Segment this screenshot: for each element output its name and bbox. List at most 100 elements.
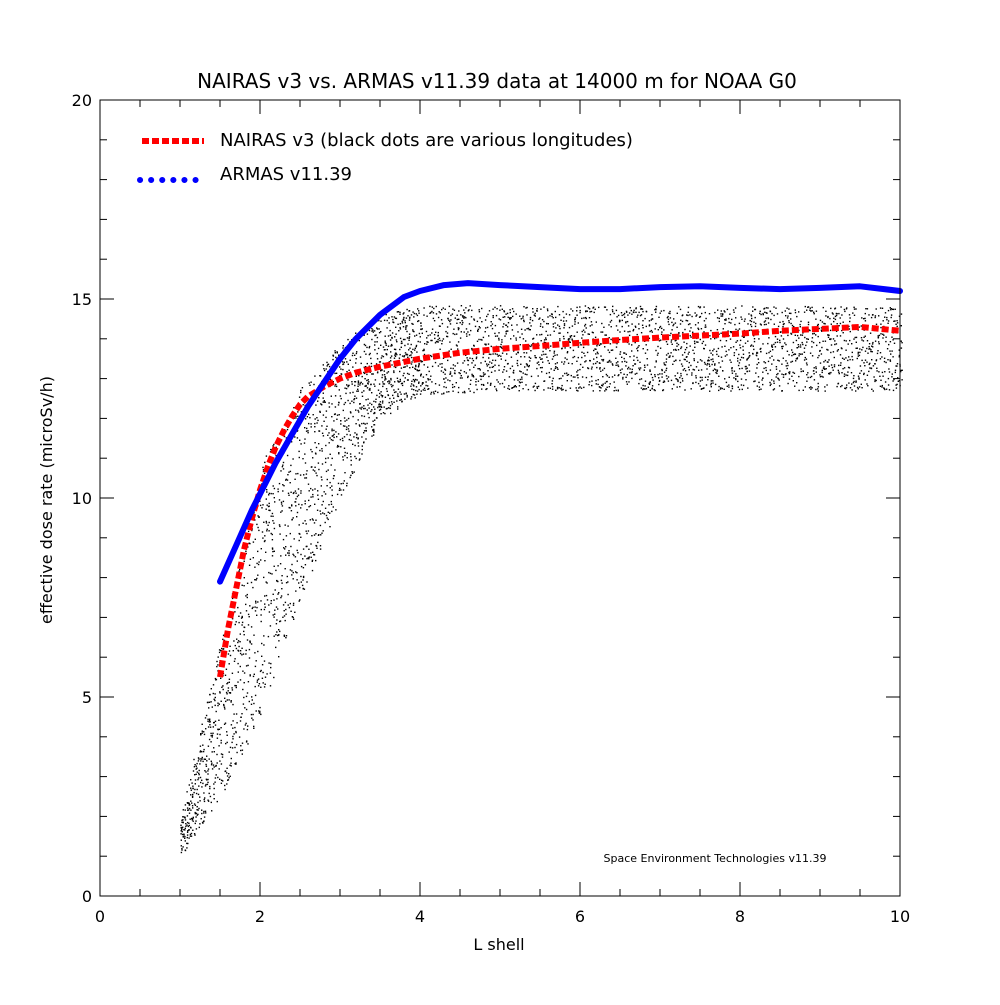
longitude-point <box>458 327 460 329</box>
longitude-point <box>427 341 429 343</box>
longitude-point <box>195 773 197 775</box>
longitude-point <box>350 459 352 462</box>
longitude-point <box>202 782 204 785</box>
longitude-point <box>218 651 221 654</box>
longitude-point <box>465 328 468 330</box>
longitude-point <box>423 314 425 316</box>
longitude-point <box>744 318 746 320</box>
longitude-point <box>456 314 458 316</box>
longitude-point <box>585 327 587 329</box>
longitude-point <box>450 367 452 369</box>
longitude-point <box>668 356 671 358</box>
longitude-point <box>687 306 690 309</box>
longitude-point <box>229 654 232 657</box>
longitude-point <box>256 523 258 526</box>
longitude-point <box>776 341 779 343</box>
longitude-point <box>648 383 651 385</box>
longitude-point <box>760 324 762 326</box>
longitude-point <box>306 581 308 583</box>
longitude-point <box>196 806 198 808</box>
longitude-point <box>577 377 579 379</box>
longitude-point <box>334 406 337 408</box>
longitude-point <box>432 312 435 314</box>
longitude-point <box>309 505 312 507</box>
longitude-point <box>769 369 772 371</box>
longitude-point <box>584 325 586 327</box>
longitude-point <box>634 363 637 365</box>
longitude-point <box>248 700 250 703</box>
longitude-point <box>315 472 317 474</box>
longitude-point <box>408 310 410 312</box>
longitude-point <box>600 355 602 357</box>
longitude-point <box>351 383 353 385</box>
longitude-point <box>541 354 543 356</box>
longitude-point <box>190 789 192 791</box>
longitude-point <box>404 366 406 368</box>
longitude-point <box>254 566 256 568</box>
longitude-point <box>233 713 235 715</box>
longitude-point <box>201 812 203 815</box>
longitude-point <box>391 344 393 347</box>
longitude-point <box>340 368 342 370</box>
longitude-point <box>518 385 521 387</box>
longitude-point <box>223 706 226 708</box>
longitude-point <box>534 382 537 385</box>
longitude-point <box>500 346 502 348</box>
longitude-point <box>184 804 187 806</box>
longitude-point <box>760 313 762 316</box>
longitude-point <box>775 376 777 378</box>
longitude-point <box>224 770 226 773</box>
longitude-point <box>427 388 429 390</box>
longitude-point <box>552 317 554 319</box>
longitude-point <box>515 353 518 355</box>
longitude-point <box>475 353 478 355</box>
longitude-point <box>289 482 291 484</box>
longitude-point <box>661 369 663 372</box>
longitude-point <box>542 350 544 353</box>
longitude-point <box>209 785 211 788</box>
longitude-point <box>471 309 473 312</box>
longitude-point <box>775 368 778 370</box>
longitude-point <box>334 350 336 352</box>
longitude-point <box>773 388 776 390</box>
longitude-point <box>380 344 382 346</box>
longitude-point <box>651 376 654 379</box>
longitude-point <box>824 323 826 325</box>
longitude-point <box>461 315 464 317</box>
longitude-point <box>243 672 246 674</box>
longitude-point <box>738 368 741 370</box>
longitude-point <box>667 352 669 355</box>
longitude-point <box>203 798 205 801</box>
longitude-point <box>401 320 403 323</box>
longitude-point <box>234 611 236 613</box>
longitude-point <box>182 826 184 828</box>
longitude-point <box>799 344 802 346</box>
longitude-point <box>435 331 437 333</box>
longitude-point <box>186 834 189 836</box>
longitude-point <box>684 351 686 354</box>
longitude-point <box>227 690 229 692</box>
longitude-point <box>644 352 647 354</box>
longitude-point <box>274 589 276 591</box>
longitude-point <box>737 380 739 383</box>
longitude-point <box>828 372 831 374</box>
longitude-point <box>898 356 900 358</box>
longitude-point <box>260 559 262 561</box>
longitude-point <box>203 812 205 814</box>
longitude-point <box>220 763 223 765</box>
longitude-point <box>752 345 754 347</box>
longitude-point <box>697 361 699 363</box>
longitude-point <box>365 399 367 401</box>
longitude-point <box>665 341 668 343</box>
longitude-point <box>849 317 851 319</box>
longitude-point <box>896 325 898 328</box>
longitude-point <box>401 400 403 402</box>
longitude-point <box>709 390 711 392</box>
longitude-point <box>853 308 856 310</box>
longitude-point <box>738 322 741 325</box>
longitude-point <box>258 710 260 712</box>
longitude-point <box>523 352 525 354</box>
longitude-point <box>334 352 336 354</box>
longitude-point <box>541 366 543 369</box>
longitude-point <box>795 360 797 362</box>
